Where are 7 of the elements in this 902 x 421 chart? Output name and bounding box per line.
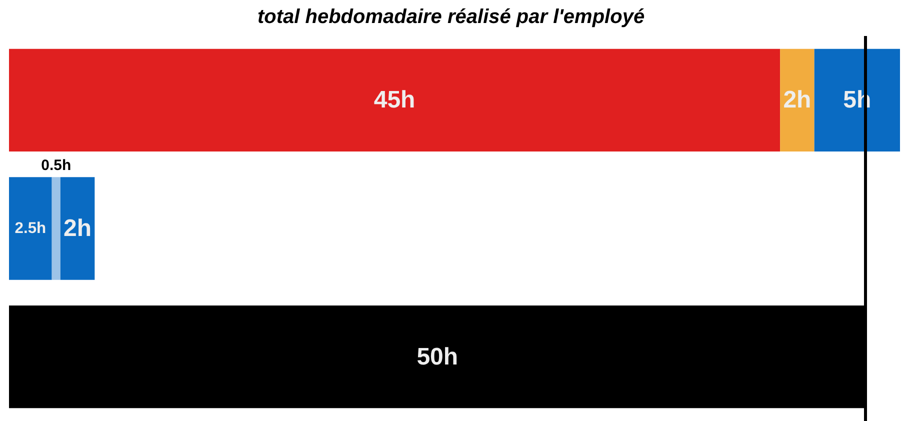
data-label: 2.5h bbox=[14, 220, 46, 237]
data-label: 50h bbox=[416, 343, 458, 370]
data-label: 0.5h bbox=[41, 157, 72, 174]
data-label: 2h bbox=[64, 215, 92, 242]
data-label: 2h bbox=[783, 86, 812, 114]
data-label: 45h bbox=[374, 86, 416, 114]
chart-title: total hebdomadaire réalisé par l'employé bbox=[257, 6, 645, 28]
